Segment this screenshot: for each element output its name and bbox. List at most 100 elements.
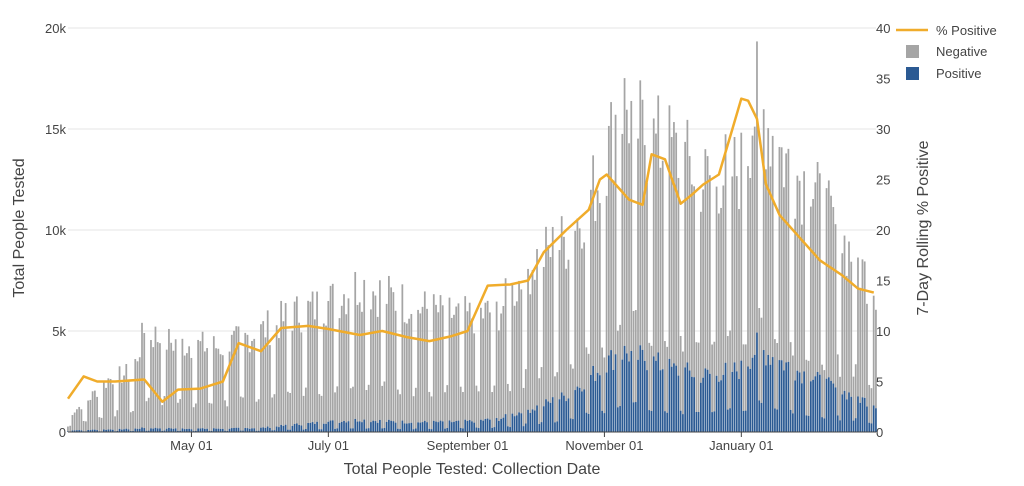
negative-bar[interactable] <box>832 207 835 384</box>
negative-bar[interactable] <box>367 384 370 429</box>
negative-bar[interactable] <box>248 352 251 429</box>
positive-bar[interactable] <box>778 360 781 432</box>
positive-bar[interactable] <box>295 423 298 432</box>
positive-bar[interactable] <box>805 415 808 432</box>
positive-bar[interactable] <box>361 422 363 432</box>
negative-bar[interactable] <box>311 291 314 423</box>
negative-bar[interactable] <box>136 361 139 429</box>
negative-bar[interactable] <box>150 340 152 429</box>
positive-bar[interactable] <box>365 428 368 432</box>
negative-bar[interactable] <box>567 259 570 399</box>
positive-bar[interactable] <box>628 361 630 432</box>
negative-bar[interactable] <box>284 303 287 425</box>
negative-bar[interactable] <box>237 326 240 428</box>
negative-bar[interactable] <box>224 400 226 431</box>
positive-bar[interactable] <box>783 370 785 432</box>
percent-positive-line-group[interactable] <box>66 97 875 403</box>
negative-bar[interactable] <box>827 180 830 378</box>
negative-bar[interactable] <box>655 133 657 361</box>
positive-bar[interactable] <box>675 365 678 432</box>
negative-bar[interactable] <box>704 149 707 369</box>
negative-bar[interactable] <box>825 188 828 379</box>
negative-bar[interactable] <box>334 392 336 429</box>
negative-bar[interactable] <box>383 381 386 429</box>
negative-bar[interactable] <box>623 78 626 346</box>
legend-item-positive[interactable]: Positive <box>906 66 982 81</box>
positive-bar[interactable] <box>666 412 669 432</box>
negative-bar[interactable] <box>80 409 83 431</box>
negative-bar[interactable] <box>679 335 682 411</box>
negative-bar[interactable] <box>138 357 141 429</box>
negative-bar[interactable] <box>370 309 372 423</box>
positive-bar[interactable] <box>733 362 736 432</box>
positive-bar[interactable] <box>630 350 633 432</box>
negative-bar[interactable] <box>787 148 790 362</box>
positive-bar[interactable] <box>293 423 296 432</box>
negative-bar[interactable] <box>637 138 639 360</box>
negative-bar[interactable] <box>603 357 606 414</box>
positive-bar[interactable] <box>753 354 756 432</box>
positive-bar[interactable] <box>419 422 422 432</box>
positive-bar[interactable] <box>388 419 390 432</box>
positive-bar[interactable] <box>760 402 763 432</box>
positive-bar[interactable] <box>592 365 595 432</box>
negative-bar[interactable] <box>399 394 401 430</box>
negative-bar[interactable] <box>215 348 217 429</box>
positive-bar[interactable] <box>859 402 862 432</box>
positive-bar[interactable] <box>765 365 767 432</box>
negative-bar[interactable] <box>744 344 747 411</box>
negative-bar[interactable] <box>818 173 821 375</box>
negative-bar[interactable] <box>839 376 841 421</box>
negative-bar[interactable] <box>455 306 458 421</box>
negative-bar[interactable] <box>848 241 850 393</box>
negative-bar[interactable] <box>156 342 159 429</box>
percent-positive-line[interactable] <box>66 97 875 403</box>
bar-series[interactable] <box>67 41 877 432</box>
positive-bar[interactable] <box>410 422 413 432</box>
positive-bar[interactable] <box>67 431 69 432</box>
positive-bar[interactable] <box>545 399 547 432</box>
negative-bar[interactable] <box>686 119 689 363</box>
positive-bar[interactable] <box>428 428 431 432</box>
negative-bar[interactable] <box>345 314 348 423</box>
negative-bar[interactable] <box>408 318 410 424</box>
negative-bar[interactable] <box>141 322 143 428</box>
negative-bar[interactable] <box>621 133 624 360</box>
negative-bar[interactable] <box>547 245 550 402</box>
negative-bar[interactable] <box>338 318 341 423</box>
positive-bar[interactable] <box>132 430 134 432</box>
positive-bar[interactable] <box>497 420 500 432</box>
negative-bar[interactable] <box>107 378 110 430</box>
negative-bar[interactable] <box>129 412 132 432</box>
negative-bar[interactable] <box>73 412 76 431</box>
positive-bar[interactable] <box>367 428 370 432</box>
negative-bar[interactable] <box>475 385 478 428</box>
negative-bar[interactable] <box>668 105 671 359</box>
negative-bar[interactable] <box>740 132 743 361</box>
negative-bar[interactable] <box>194 403 197 431</box>
negative-bar[interactable] <box>96 396 98 431</box>
positive-bar[interactable] <box>670 366 673 432</box>
negative-bar[interactable] <box>446 385 449 429</box>
negative-bar[interactable] <box>235 326 238 428</box>
positive-bar[interactable] <box>830 380 832 432</box>
negative-bar[interactable] <box>652 118 655 357</box>
negative-bar[interactable] <box>358 302 361 422</box>
negative-bar[interactable] <box>551 226 554 398</box>
positive-bar[interactable] <box>554 422 556 432</box>
positive-bar[interactable] <box>349 428 352 432</box>
negative-bar[interactable] <box>244 332 247 429</box>
negative-bar[interactable] <box>419 313 422 423</box>
negative-bar[interactable] <box>147 397 150 431</box>
negative-bar[interactable] <box>484 302 487 419</box>
positive-bar[interactable] <box>614 354 617 432</box>
positive-bar[interactable] <box>500 418 502 432</box>
positive-bar[interactable] <box>632 402 635 432</box>
negative-bar[interactable] <box>594 221 597 381</box>
negative-bar[interactable] <box>264 337 267 428</box>
negative-bar[interactable] <box>661 160 664 370</box>
positive-bar[interactable] <box>513 416 516 432</box>
negative-bar[interactable] <box>545 226 547 400</box>
negative-bar[interactable] <box>857 257 859 397</box>
positive-bar[interactable] <box>704 368 707 432</box>
